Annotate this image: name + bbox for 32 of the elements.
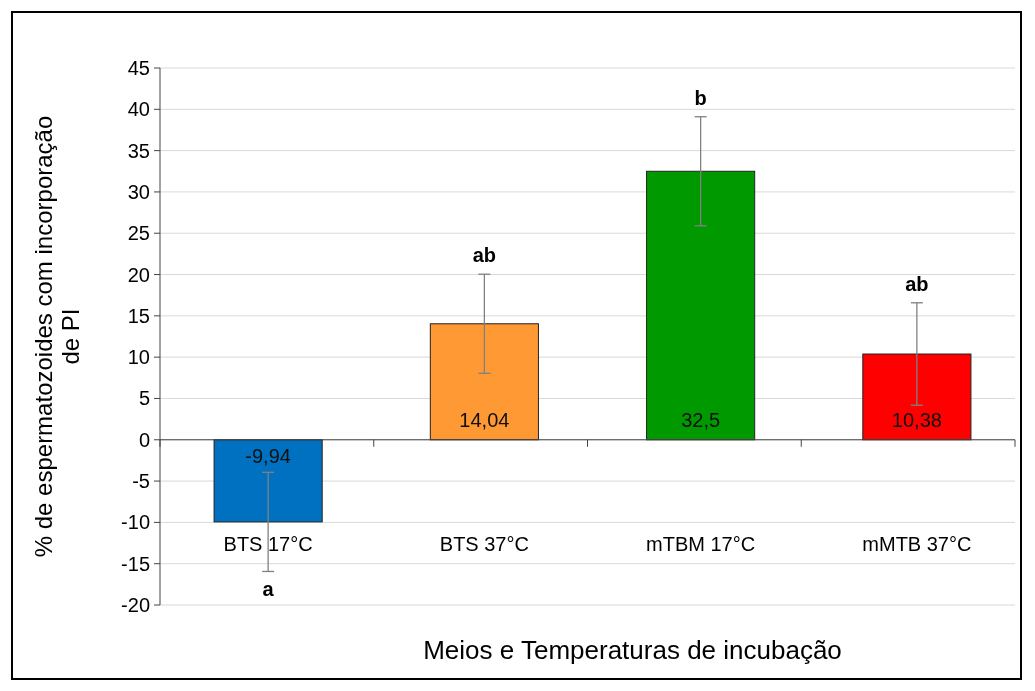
y-tick-label: 40: [127, 98, 150, 121]
data-label: 14,04: [459, 408, 510, 431]
x-tick-label: BTS 37°C: [439, 532, 529, 555]
y-tick-label: -20: [121, 594, 150, 616]
y-tick-label: -5: [132, 470, 150, 493]
y-tick-label: 25: [127, 222, 150, 245]
y-tick-label: 5: [138, 387, 150, 410]
y-tick-label: -10: [121, 511, 150, 534]
annotation: b: [694, 86, 707, 109]
y-axis-title: % de espermatozoides com incorporação de PI: [29, 115, 85, 558]
bar: [862, 353, 972, 441]
bar: [213, 439, 323, 523]
y-tick-label: 30: [127, 180, 150, 203]
data-label: -9,94: [245, 444, 291, 467]
y-tick-label: 10: [127, 346, 150, 369]
y-tick-label: 35: [127, 139, 150, 162]
x-tick-label: mTBM 17°C: [646, 532, 756, 555]
y-tick-label: 0: [138, 428, 150, 451]
data-label: 10,38: [891, 408, 942, 431]
annotation: ab: [905, 272, 929, 295]
y-tick-label: 20: [127, 263, 150, 286]
y-tick-label: 15: [127, 304, 150, 327]
bar: [429, 323, 539, 441]
x-tick-label: BTS 17°C: [223, 532, 313, 555]
annotation: ab: [472, 244, 497, 267]
y-tick-label: 45: [127, 57, 150, 79]
y-tick-label: -15: [121, 552, 150, 575]
bar: [646, 170, 756, 441]
x-axis-title: Meios e Temperaturas de incubação: [423, 635, 842, 665]
x-tick-label: mMTB 37°C: [862, 532, 972, 555]
data-label: 32,5: [681, 408, 721, 431]
annotation: a: [262, 578, 275, 601]
